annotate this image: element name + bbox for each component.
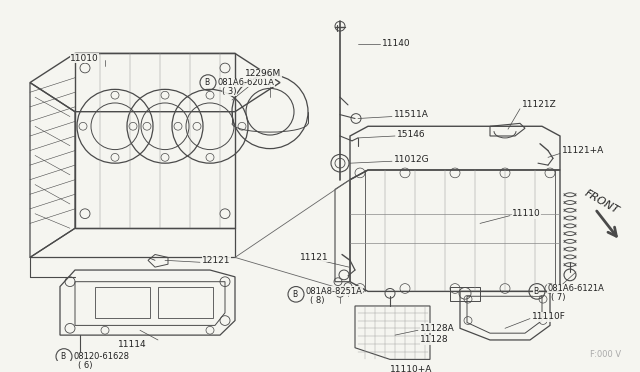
Text: 11511A: 11511A xyxy=(394,110,429,119)
Text: B: B xyxy=(533,287,539,296)
Text: 11114: 11114 xyxy=(118,340,147,349)
Text: 11121Z: 11121Z xyxy=(522,100,557,109)
Text: 11140: 11140 xyxy=(382,39,411,48)
Text: 11121+A: 11121+A xyxy=(562,146,604,155)
Text: ( 8): ( 8) xyxy=(310,296,324,305)
Text: 11012G: 11012G xyxy=(394,155,429,164)
Bar xyxy=(95,286,150,318)
Text: 08120-61628: 08120-61628 xyxy=(74,352,130,361)
Text: ( 7): ( 7) xyxy=(551,293,566,302)
Text: 11128: 11128 xyxy=(420,336,449,344)
Text: ( 3): ( 3) xyxy=(222,87,237,96)
Text: 081A6-6201A: 081A6-6201A xyxy=(218,78,275,87)
Text: 11128A: 11128A xyxy=(420,324,455,333)
Text: B: B xyxy=(292,290,298,299)
Text: 11110F: 11110F xyxy=(532,312,566,321)
Text: 11010: 11010 xyxy=(70,54,99,63)
Text: 11110+A: 11110+A xyxy=(390,365,433,372)
Text: B: B xyxy=(60,352,65,361)
Text: 12296M: 12296M xyxy=(245,69,281,78)
Text: FRONT: FRONT xyxy=(583,188,621,216)
Text: 081A6-6121A: 081A6-6121A xyxy=(547,284,604,293)
Text: 081A8-8251A: 081A8-8251A xyxy=(306,287,363,296)
Text: F:000 V: F:000 V xyxy=(590,350,621,359)
Bar xyxy=(158,286,213,318)
Text: 11121: 11121 xyxy=(300,253,328,262)
Text: ( 6): ( 6) xyxy=(78,361,93,370)
Bar xyxy=(450,286,480,301)
Text: 15146: 15146 xyxy=(397,129,426,138)
Text: 12121: 12121 xyxy=(202,256,230,265)
Text: B: B xyxy=(204,78,209,87)
Text: 11110: 11110 xyxy=(512,209,541,218)
